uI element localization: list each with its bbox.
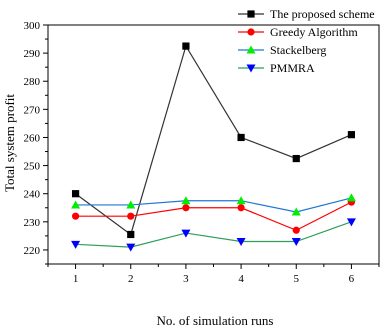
data-point: [127, 230, 135, 239]
legend-label: Stackelberg: [270, 43, 326, 57]
legend-item: Greedy Algorithm: [238, 25, 358, 39]
data-point: [346, 218, 356, 227]
series-4: [71, 218, 356, 252]
data-point: [181, 196, 191, 205]
legend-marker: [247, 10, 255, 18]
y-tick-label: 260: [24, 132, 41, 144]
legend-marker: [247, 28, 255, 36]
data-point: [182, 204, 190, 212]
data-point: [236, 238, 246, 247]
data-point: [126, 243, 136, 252]
series-1: [71, 42, 356, 239]
data-point: [71, 200, 81, 209]
y-tick-label: 250: [24, 161, 41, 173]
chart-legend: The proposed scheme Greedy Algorithm Stack…: [238, 7, 375, 75]
series-line: [75, 197, 352, 213]
series-line: [75, 221, 352, 248]
data-point: [237, 204, 245, 212]
y-tick-label: 290: [24, 48, 41, 60]
data-point: [71, 190, 80, 198]
y-tick-label: 230: [24, 217, 41, 229]
legend-label: PMMRA: [270, 61, 315, 75]
series-2: [71, 198, 356, 234]
y-axis-label: Total system profit: [2, 94, 17, 192]
data-point: [71, 212, 80, 220]
y-tick-label: 270: [24, 104, 41, 116]
data-point: [182, 42, 190, 50]
legend-label: The proposed scheme: [270, 7, 375, 21]
data-point: [291, 207, 301, 216]
y-tick-label: 280: [24, 76, 41, 88]
data-point: [127, 212, 135, 220]
data-point: [346, 193, 356, 202]
data-point: [237, 133, 245, 142]
data-point: [292, 226, 300, 234]
data-point: [347, 131, 356, 139]
legend-marker: [246, 64, 256, 73]
legend-item: PMMRA: [238, 61, 315, 75]
series-line: [75, 201, 352, 231]
x-tick-label: 6: [349, 273, 355, 285]
y-tick-label: 300: [24, 20, 41, 32]
x-tick-label: 2: [128, 273, 134, 285]
data-point: [292, 154, 300, 163]
data-point: [236, 196, 246, 205]
data-point: [181, 229, 191, 238]
x-tick-label: 1: [73, 273, 79, 285]
x-axis-label: No. of simulation runs: [157, 313, 274, 328]
y-tick-label: 220: [24, 245, 41, 257]
x-tick-label: 4: [238, 273, 244, 285]
legend-item: The proposed scheme: [238, 7, 375, 21]
legend-item: Stackelberg: [238, 43, 326, 57]
legend-label: Greedy Algorithm: [270, 25, 358, 39]
chart-axes: 220 230 240 250 260 270 280 290 300 1 2 3 4 5 6: [24, 20, 380, 285]
series-3: [71, 193, 356, 216]
x-tick-label: 5: [294, 273, 300, 285]
data-point: [71, 240, 81, 249]
series-line: [75, 44, 352, 236]
data-point: [126, 200, 136, 209]
legend-marker: [246, 45, 256, 54]
data-point: [291, 238, 301, 247]
chart-series: [71, 42, 356, 252]
x-tick-label: 3: [183, 273, 189, 285]
y-tick-label: 240: [24, 189, 41, 201]
